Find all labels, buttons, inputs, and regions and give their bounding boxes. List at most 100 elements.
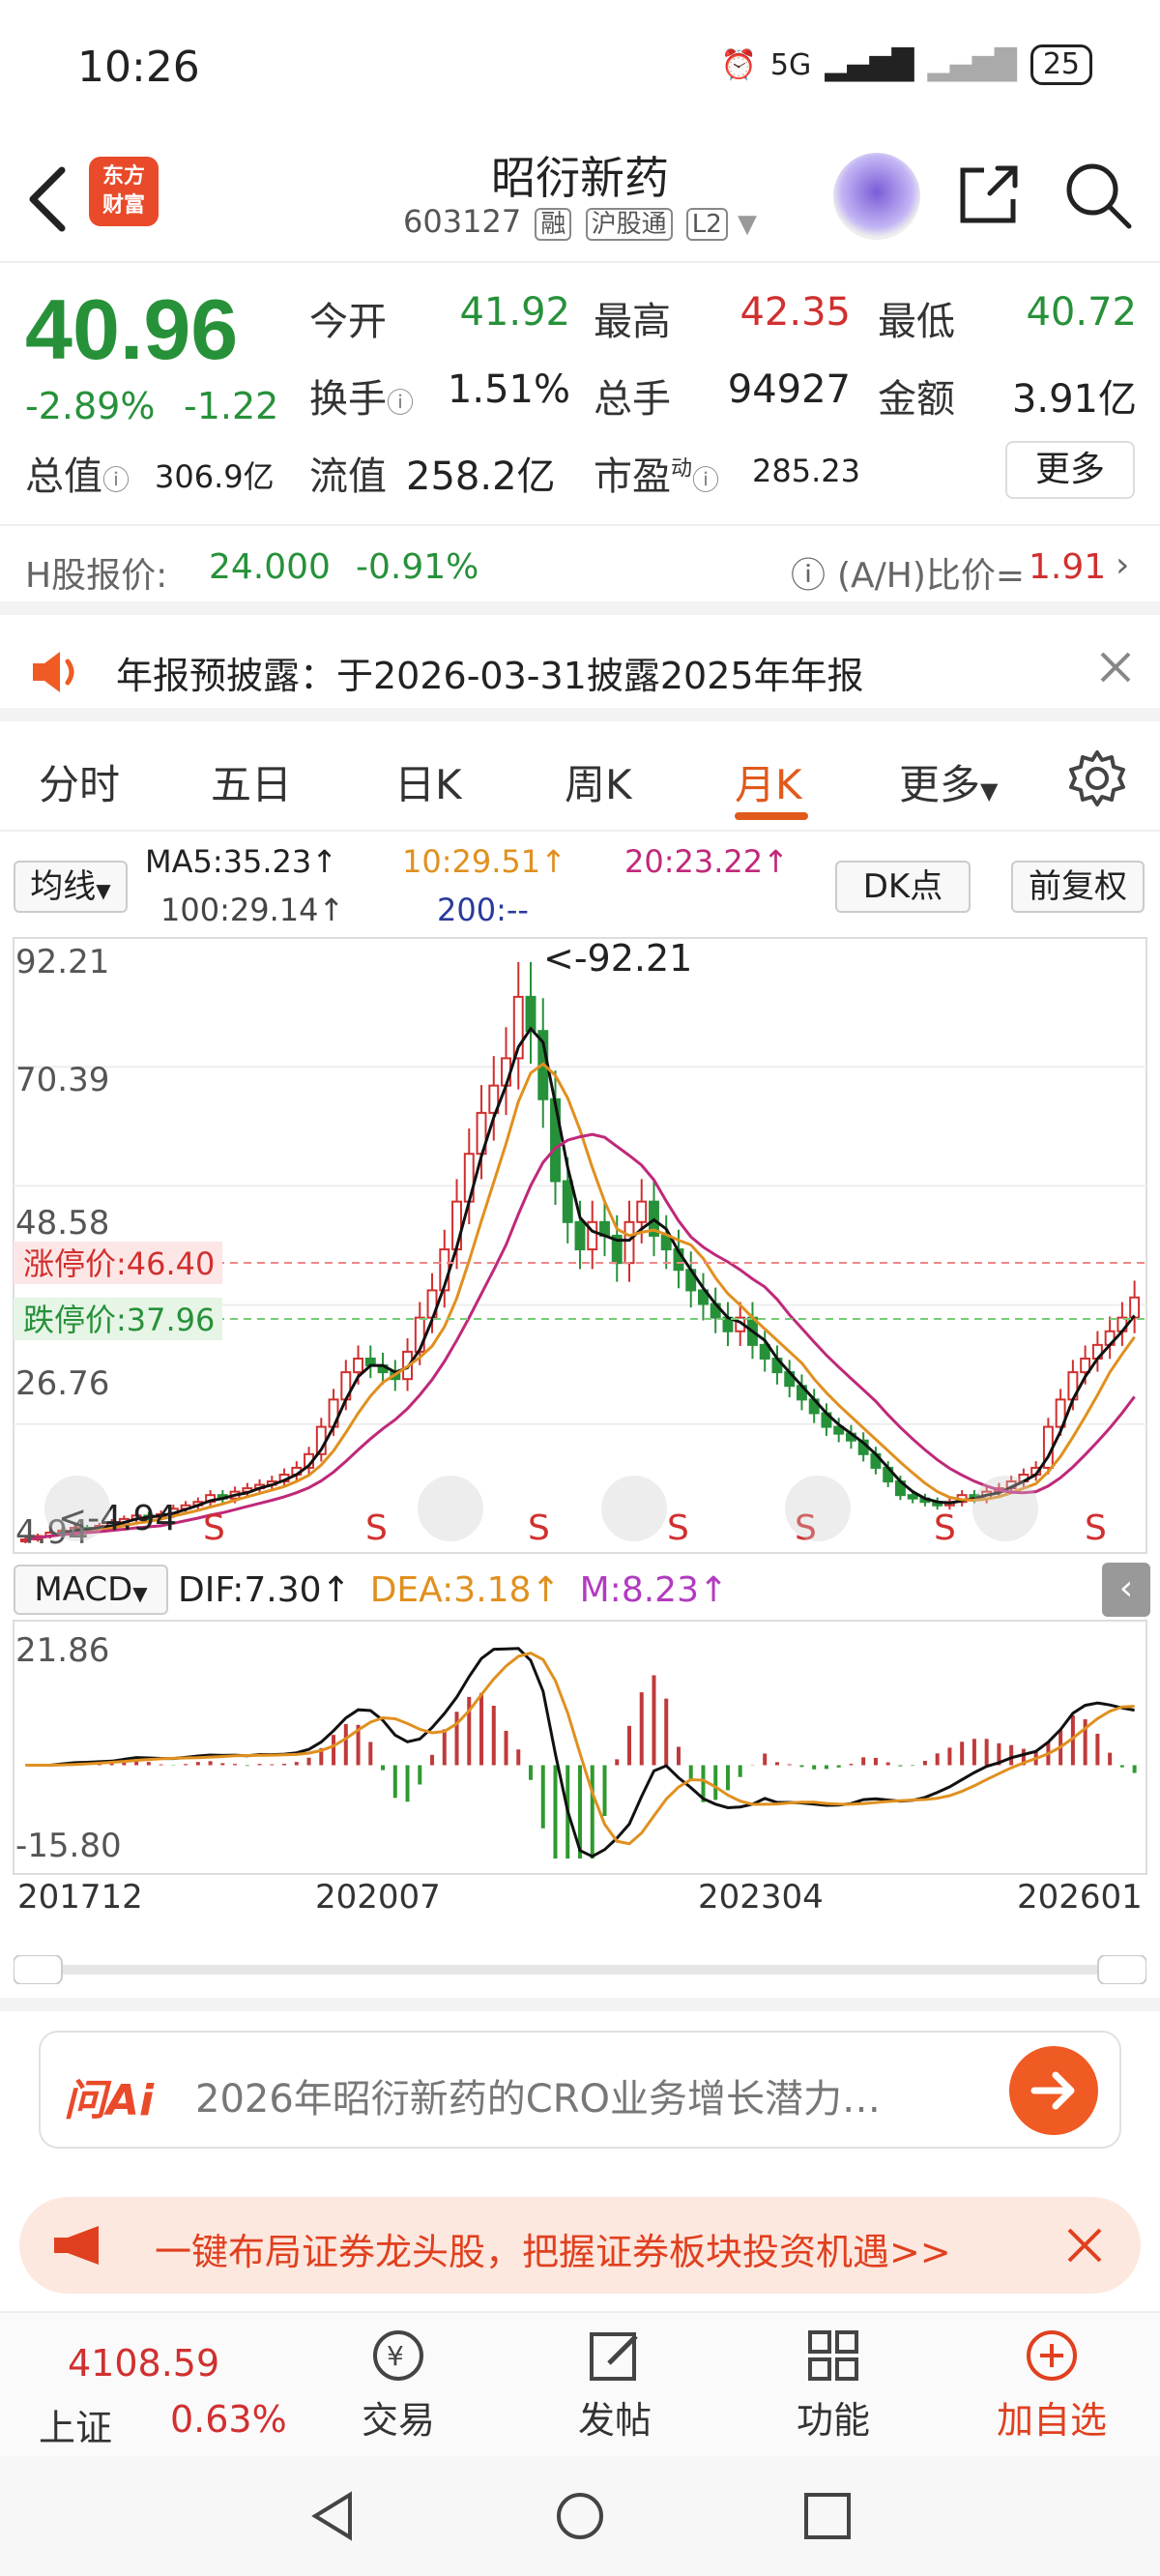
h-share-row[interactable]: H股报价: 24.000 -0.91% ⓘ (A/H)比价= 1.91 › (0, 526, 1160, 615)
bottom-nav: 4108.59 上证 0.63% ¥ 交易 发帖 功能 加自选 (0, 2311, 1160, 2456)
sell-signal: S (1085, 1508, 1107, 1548)
candle (562, 1180, 573, 1223)
index-name[interactable]: 上证 (39, 2407, 113, 2449)
tab-monthly[interactable]: 月K (735, 761, 802, 808)
status-time: 10:26 (77, 43, 200, 92)
quote-panel: 40.96 -2.89% -1.22 今开 41.92 最高 42.35 最低 … (0, 263, 1160, 526)
nav-back-icon[interactable] (307, 2491, 358, 2541)
ma-legend: 均线▼ MA5:35.23↑ 10:29.51↑ 20:23.22↑ 100:2… (0, 841, 1160, 934)
nav-home-icon[interactable] (555, 2491, 605, 2541)
search-icon[interactable] (1061, 159, 1135, 232)
collapse-panel-button[interactable]: ‹ (1102, 1563, 1150, 1617)
index-value[interactable]: 4108.59 (68, 2342, 220, 2385)
level2-tag: L2 (685, 208, 728, 241)
tab-weekly[interactable]: 周K (565, 761, 632, 808)
chevron-down-icon[interactable]: ▼ (737, 210, 757, 239)
active-tab-underline (735, 812, 808, 820)
nav-recents-icon[interactable] (802, 2491, 853, 2541)
indicator-selector[interactable]: 均线▼ (14, 861, 128, 913)
ma10-value: 10:29.51↑ (402, 843, 566, 880)
candle (550, 1098, 561, 1183)
dea-value: DEA:3.18↑ (369, 1569, 561, 1610)
status-icons: ⏰ 5G ▂▄▆█ ▂▄▆█ 25 (721, 44, 1092, 85)
ai-question-bar[interactable]: 问Ai 2026年昭衍新药的CRO业务增长潜力… (39, 2031, 1121, 2149)
total-value-label: 总值ⓘ (25, 454, 130, 499)
alarm-icon: ⏰ (720, 47, 757, 82)
ah-ratio: 1.91 (1029, 547, 1107, 587)
prev-icon[interactable] (601, 1476, 667, 1541)
date-label: 202007 (315, 1878, 441, 1917)
candle (512, 995, 524, 1060)
dif-line (25, 1647, 1135, 1859)
change-amount: -1.22 (184, 385, 279, 427)
assistant-robot-icon[interactable] (833, 153, 920, 240)
scroll-handle-right[interactable] (1097, 1955, 1146, 1984)
back-button[interactable] (23, 161, 72, 238)
gear-icon[interactable] (1067, 748, 1127, 808)
fullscreen-icon[interactable] (972, 1476, 1038, 1541)
svg-text:¥: ¥ (387, 2340, 404, 2372)
status-bar: 10:26 ⏰ 5G ▂▄▆█ ▂▄▆█ 25 (0, 0, 1160, 135)
candle (636, 1200, 648, 1223)
close-icon[interactable] (1065, 2226, 1104, 2265)
dk-point-button[interactable]: DK点 (835, 861, 971, 913)
trade-icon: ¥ (373, 2330, 423, 2381)
chart-scrollbar[interactable] (14, 1955, 1146, 1984)
limit-down-badge (14, 1298, 222, 1340)
plus-circle-icon (1027, 2330, 1077, 2381)
zoom-in-icon[interactable] (418, 1476, 483, 1541)
nav-functions[interactable]: 功能 (766, 2327, 901, 2444)
tab-intraday[interactable]: 分时 (39, 761, 121, 808)
next-icon[interactable] (785, 1476, 851, 1541)
open-value: 41.92 (459, 290, 570, 335)
app-logo[interactable]: 东方 财富 (89, 157, 159, 226)
macd-legend: MACD▼ DIF:7.30↑ DEA:3.18↑ M:8.23↑ (14, 1561, 728, 1619)
macd-y-top: 21.86 (15, 1631, 109, 1670)
candle (907, 1494, 918, 1500)
date-axis: 201712 202007 202304 202601 (0, 1872, 1160, 1930)
turnover-label: 换手ⓘ (309, 377, 415, 422)
nav-post[interactable]: 发帖 (547, 2327, 682, 2444)
margin-tag: 融 (535, 208, 572, 241)
tab-more[interactable]: 更多▼ (899, 761, 999, 808)
promo-banner[interactable]: 一键布局证券龙头股，把握证券板块投资机遇>> (19, 2197, 1141, 2294)
period-tabs: 分时 五日 日K 周K 月K 更多▼ (0, 725, 1160, 832)
candle (660, 1234, 672, 1251)
m-value: M:8.23↑ (579, 1569, 729, 1610)
close-icon[interactable] (1096, 648, 1135, 687)
share-icon[interactable] (955, 161, 1023, 228)
sell-signal: S (528, 1508, 550, 1548)
amount-label: 金额 (878, 377, 955, 422)
y-tick-4: 26.76 (15, 1364, 109, 1403)
tab-five-day[interactable]: 五日 (211, 761, 293, 808)
help-icon[interactable]: ⓘ (791, 556, 826, 596)
signal-2-icon: ▂▄▆█ (927, 47, 1017, 82)
y-tick-5: 4.94 (15, 1513, 89, 1552)
megaphone-icon (54, 2226, 99, 2265)
scroll-handle-left[interactable] (14, 1955, 63, 1984)
volume-value: 94927 (727, 367, 851, 412)
scroll-left-icon[interactable] (44, 1476, 110, 1541)
amount-value: 3.91亿 (1011, 377, 1137, 422)
macd-selector[interactable]: MACD▼ (14, 1565, 168, 1615)
y-tick-3: 48.58 (15, 1204, 109, 1243)
more-button[interactable]: 更多 (1005, 441, 1135, 499)
total-value: 306.9亿 (155, 458, 275, 495)
index-change[interactable]: 0.63% (170, 2398, 287, 2441)
y-tick-1: 92.21 (15, 943, 109, 981)
system-nav (0, 2456, 1160, 2576)
macd-chart: 21.86 -15.80 (13, 1620, 1147, 1875)
nav-trade[interactable]: ¥ 交易 (331, 2327, 466, 2444)
tab-daily[interactable]: 日K (394, 761, 462, 808)
adjust-button[interactable]: 前复权 (1011, 861, 1145, 913)
date-label: 202304 (698, 1878, 824, 1917)
low-value: 40.72 (1026, 290, 1137, 335)
candle (624, 1220, 635, 1265)
arrow-right-icon[interactable] (1009, 2046, 1098, 2135)
nav-add-watchlist[interactable]: 加自选 (984, 2327, 1119, 2444)
notice-bar[interactable]: 年报预披露：于2026-03-31披露2025年年报 (0, 619, 1160, 721)
candlestick-chart[interactable]: 涨停价:46.40 跌停价:37.96 92.21 70.39 48.58 26… (0, 934, 1160, 1559)
candle (759, 1343, 770, 1360)
limit-up-badge (14, 1242, 222, 1284)
ma200-value: 200:-- (437, 892, 529, 928)
